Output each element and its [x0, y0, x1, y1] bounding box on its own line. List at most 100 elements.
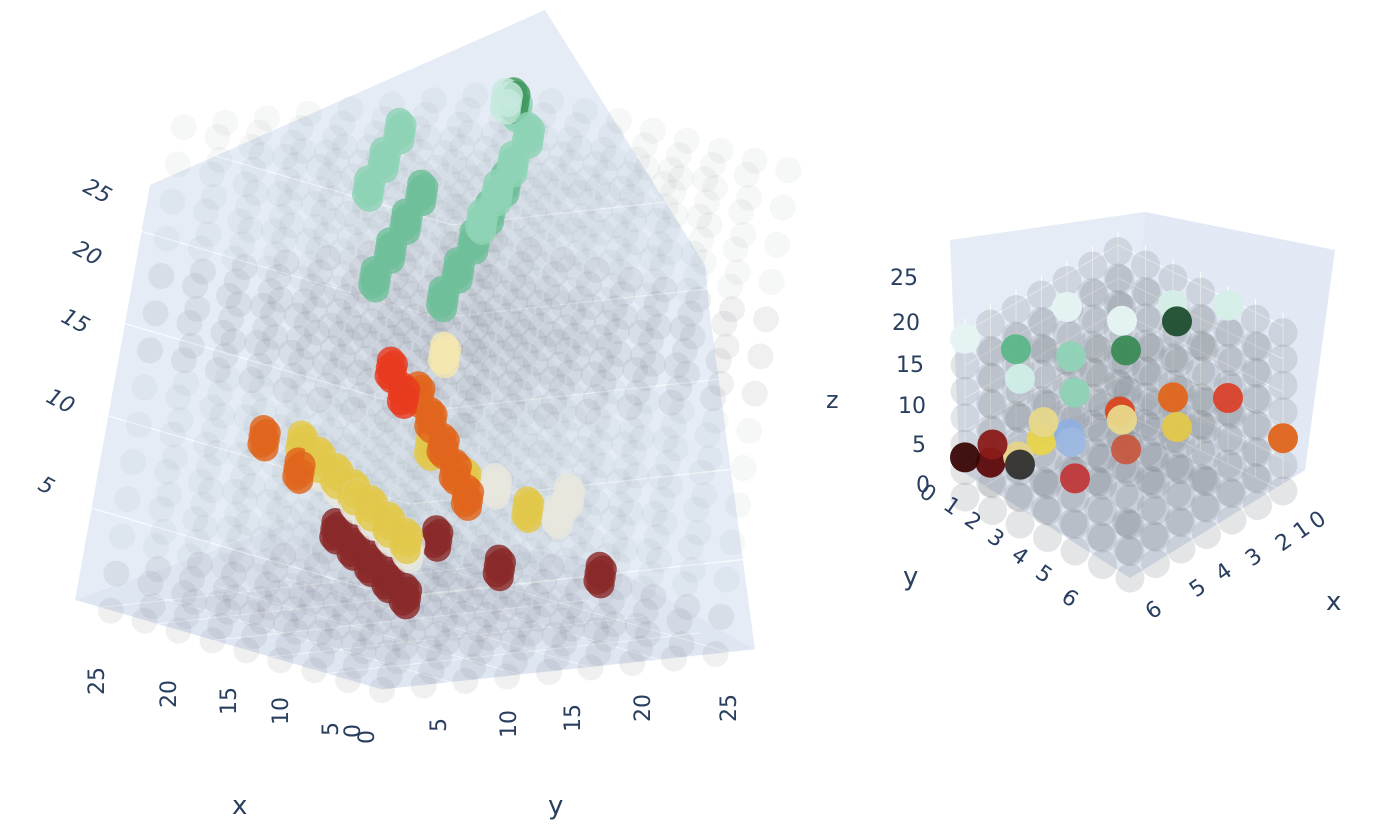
empty-voxel-point — [431, 561, 458, 588]
empty-voxel-point — [405, 349, 432, 376]
empty-voxel-point — [246, 585, 273, 612]
empty-voxel-point — [1162, 478, 1192, 508]
empty-voxel-point — [393, 317, 420, 344]
empty-voxel-point — [500, 265, 527, 292]
empty-voxel-point — [741, 147, 768, 174]
empty-voxel-point — [658, 389, 685, 416]
empty-voxel-point — [240, 156, 267, 183]
empty-voxel-point — [1058, 508, 1088, 538]
empty-voxel-point — [1005, 509, 1035, 539]
empty-voxel-point — [1001, 400, 1031, 430]
empty-voxel-point — [539, 238, 566, 265]
empty-voxel-point — [283, 302, 310, 329]
empty-voxel-point — [404, 476, 431, 503]
empty-voxel-point — [713, 333, 740, 360]
data-point — [1005, 363, 1035, 394]
scene-left[interactable]: 25 20 15 10 5 25 20 15 10 5 0 0 5 10 15 … — [34, 10, 828, 821]
empty-voxel-point — [274, 399, 301, 426]
empty-voxel-point — [109, 523, 135, 550]
empty-voxel-point — [538, 88, 565, 115]
data-point — [517, 115, 546, 144]
empty-voxel-point — [976, 309, 1005, 339]
empty-voxel-point — [1188, 332, 1217, 361]
empty-voxel-point — [1078, 357, 1107, 387]
empty-voxel-point — [150, 518, 177, 545]
empty-voxel-point — [950, 350, 980, 380]
empty-voxel-point — [557, 593, 583, 619]
empty-voxel-point — [142, 300, 169, 327]
empty-voxel-point — [1192, 493, 1221, 523]
empty-voxel-point — [741, 380, 768, 407]
empty-voxel-point — [494, 663, 521, 690]
empty-voxel-point — [462, 82, 489, 109]
empty-voxel-point — [328, 238, 355, 265]
empty-voxel-point — [206, 146, 233, 173]
empty-voxel-point — [263, 241, 290, 268]
scene-left-x-ticks: 25 20 15 10 5 0 — [85, 667, 366, 738]
empty-voxel-point — [504, 311, 531, 338]
empty-voxel-point — [254, 571, 281, 598]
empty-voxel-point — [1241, 304, 1270, 334]
empty-voxel-point — [170, 114, 197, 141]
empty-voxel-point — [336, 223, 363, 250]
empty-voxel-point — [1113, 509, 1143, 539]
empty-voxel-point — [332, 366, 359, 393]
empty-voxel-point — [602, 528, 629, 555]
empty-voxel-point — [544, 284, 570, 310]
empty-voxel-point — [205, 590, 232, 617]
empty-voxel-point — [728, 199, 755, 226]
empty-voxel-point — [496, 325, 523, 352]
empty-voxel-point — [634, 388, 661, 415]
empty-voxel-point — [515, 236, 542, 263]
empty-voxel-point — [479, 437, 506, 464]
empty-voxel-point — [592, 159, 619, 186]
empty-voxel-point — [656, 239, 683, 266]
empty-voxel-point — [707, 137, 734, 164]
empty-voxel-point — [549, 607, 576, 634]
empty-voxel-point — [579, 211, 606, 238]
empty-voxel-point — [702, 174, 728, 201]
empty-voxel-point — [725, 492, 751, 519]
data-point — [1052, 292, 1082, 322]
empty-voxel-point — [1082, 466, 1111, 495]
empty-voxel-point — [575, 398, 601, 425]
scene-right[interactable]: 25 20 15 10 5 0 z 0 1 2 3 4 5 6 y 6 5 4 … — [826, 212, 1341, 625]
gridline — [437, 276, 814, 319]
empty-voxel-point — [568, 518, 595, 545]
empty-voxel-point — [474, 286, 501, 313]
empty-voxel-point — [181, 588, 208, 615]
empty-voxel-point — [624, 146, 651, 173]
empty-voxel-point — [380, 475, 407, 502]
empty-voxel-point — [457, 397, 484, 424]
empty-voxel-point — [418, 658, 445, 685]
empty-voxel-point — [403, 326, 430, 353]
empty-voxel-point — [295, 100, 322, 127]
x-tick-label: 5 — [1185, 574, 1211, 603]
data-point — [1001, 334, 1031, 365]
y-tick-label: 6 — [1057, 584, 1083, 613]
empty-voxel-point — [379, 324, 406, 351]
empty-voxel-point — [1241, 410, 1270, 440]
empty-voxel-point — [591, 287, 618, 313]
empty-voxel-point — [1080, 279, 1109, 309]
empty-voxel-point — [583, 489, 610, 516]
empty-voxel-point — [570, 308, 597, 335]
empty-voxel-point — [439, 592, 466, 619]
data-point — [363, 259, 392, 288]
empty-voxel-point — [531, 252, 558, 279]
empty-voxel-point — [1188, 411, 1217, 441]
y-tick-label: 4 — [1007, 542, 1033, 571]
empty-voxel-point — [1131, 303, 1160, 333]
empty-voxel-point — [305, 236, 331, 263]
empty-voxel-point — [605, 468, 632, 495]
empty-voxel-point — [627, 635, 653, 662]
empty-voxel-point — [688, 226, 715, 253]
gridline — [215, 585, 522, 676]
empty-voxel-point — [526, 290, 553, 316]
empty-voxel-point — [1186, 330, 1215, 360]
empty-voxel-point — [314, 139, 340, 166]
empty-voxel-point — [674, 593, 701, 620]
empty-voxel-point — [201, 417, 228, 444]
empty-voxel-point — [387, 310, 414, 337]
empty-voxel-point — [668, 164, 695, 191]
